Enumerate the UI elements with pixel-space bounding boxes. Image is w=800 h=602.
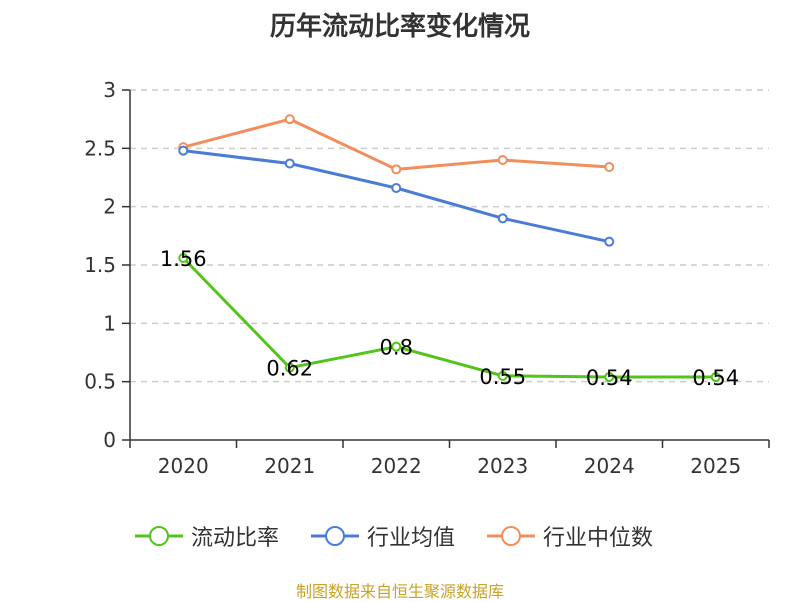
y-tick-label: 1.5 (84, 253, 116, 277)
axes: 0 0.5 1 1.5 2 2.5 3 2020 2021 2022 2023 2024 2025 (84, 78, 770, 478)
data-label: 0.8 (380, 336, 413, 360)
x-tick-label: 2020 (158, 454, 209, 478)
data-point (391, 341, 402, 352)
data-point (284, 114, 295, 125)
series-line (182, 256, 716, 379)
legend-line-icon (311, 526, 359, 546)
data-label: 0.54 (586, 366, 633, 390)
y-tick-label: 2 (103, 195, 116, 219)
data-label: 0.62 (266, 357, 313, 381)
data-point (604, 372, 615, 382)
series-layer (178, 114, 721, 382)
x-tick-label: 2022 (371, 454, 422, 478)
legend-item-industry-median[interactable]: 行业中位数 (487, 520, 653, 552)
data-point (604, 236, 615, 247)
data-point (497, 213, 508, 224)
data-point (604, 162, 615, 172)
series-line (183, 149, 610, 244)
y-tick-label: 3 (103, 78, 116, 102)
data-point (497, 155, 508, 165)
data-point (284, 362, 295, 373)
data-labels: 1.56 0.62 0.8 0.55 0.54 0.54 (160, 247, 739, 390)
y-tick-label: 0.5 (84, 370, 116, 394)
x-tick-label: 2023 (477, 454, 528, 478)
x-tick-label: 2025 (690, 454, 741, 478)
legend-item-industry-mean[interactable]: 行业均值 (311, 520, 455, 552)
y-tick-label: 1 (103, 311, 116, 335)
legend-item-current-ratio[interactable]: 流动比率 (135, 520, 279, 552)
x-tick-label: 2024 (584, 454, 635, 478)
legend-line-icon (135, 526, 183, 546)
data-label: 0.54 (692, 366, 739, 390)
y-tick-label: 0 (103, 428, 116, 452)
data-point (497, 370, 508, 381)
y-tick-label: 2.5 (84, 136, 116, 160)
data-point (178, 253, 189, 263)
data-label: 0.55 (479, 365, 526, 389)
data-point (178, 145, 189, 156)
legend-label: 流动比率 (191, 526, 280, 551)
data-point (391, 164, 402, 175)
data-label: 1.56 (160, 247, 207, 271)
legend-label: 行业中位数 (543, 526, 654, 551)
legend-line-icon (487, 526, 535, 546)
data-point (710, 372, 721, 382)
chart-title: 历年流动比率变化情况 (269, 12, 530, 42)
data-point (391, 183, 402, 193)
source-note: 制图数据来自恒生聚源数据库 (295, 582, 504, 601)
legend-label: 行业均值 (367, 526, 456, 551)
series-line (182, 117, 610, 171)
data-point (284, 158, 295, 169)
x-tick-label: 2021 (264, 454, 315, 478)
grid-lines (130, 89, 769, 383)
